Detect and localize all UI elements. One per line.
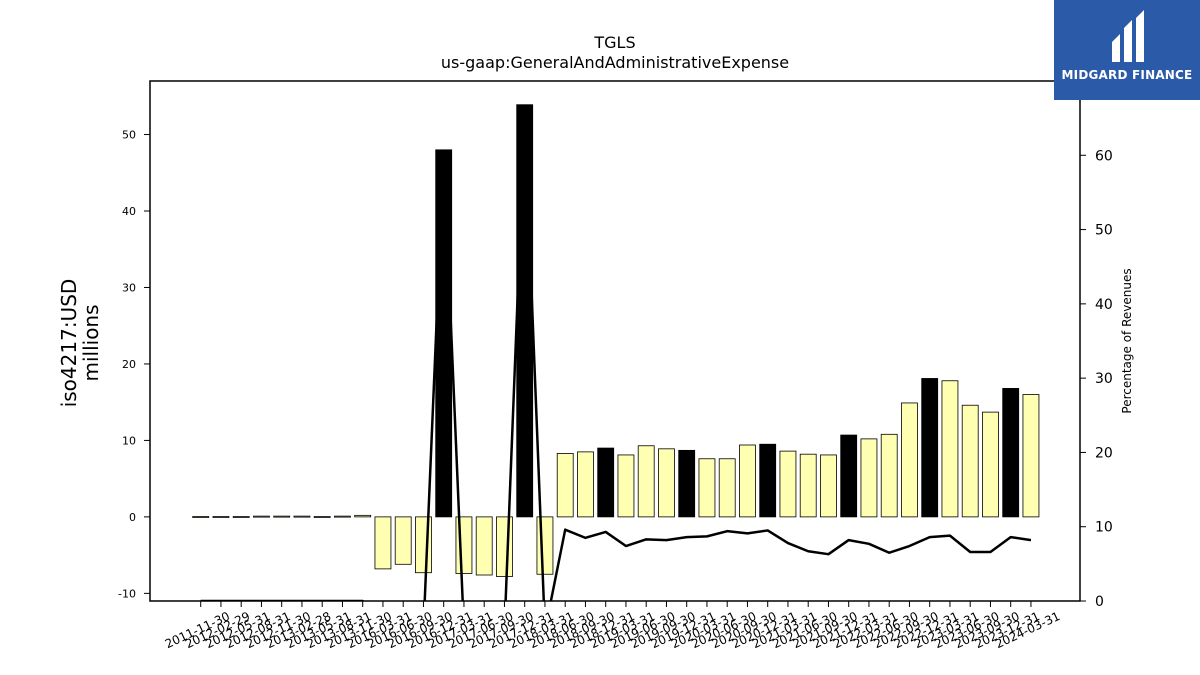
bar: [799, 453, 817, 518]
bar: [374, 516, 392, 570]
bar: [880, 433, 898, 518]
bar: [678, 449, 696, 518]
y-tick-label: 40: [122, 205, 136, 218]
bar: [556, 453, 574, 518]
bar: [941, 380, 959, 518]
bar: [1022, 394, 1040, 518]
bar: [273, 515, 291, 518]
bar: [313, 516, 331, 518]
y-axis-label-line2: millions: [79, 304, 103, 381]
bar: [212, 516, 230, 518]
bar: [658, 448, 675, 518]
logo-mark-icon: [1112, 10, 1144, 62]
bar: [232, 516, 250, 518]
bar: [779, 450, 797, 518]
y-tick-label: 50: [122, 129, 136, 142]
bar: [475, 516, 493, 576]
bar: [698, 458, 716, 518]
y2-tick-label: 50: [1095, 223, 1113, 239]
revenue-percentage-line: [200, 116, 1032, 601]
bar: [496, 516, 513, 577]
bar: [597, 447, 615, 518]
y2-tick-label: 40: [1095, 297, 1113, 313]
bar: [536, 516, 554, 575]
bar: [354, 514, 372, 518]
y2-tick-label: 60: [1095, 148, 1113, 164]
y-tick-label: 10: [122, 434, 136, 447]
y2-tick-label: 20: [1095, 445, 1113, 461]
y-tick-label: -10: [118, 587, 136, 600]
bar: [982, 411, 999, 518]
y-tick-label: 20: [122, 358, 136, 371]
bar: [961, 404, 979, 518]
y2-axis-label: Percentage of Revenues: [1120, 268, 1134, 413]
bar: [840, 434, 858, 518]
line-path: [200, 116, 1032, 601]
y-tick-label: 30: [122, 281, 136, 294]
bar-series: [192, 104, 1040, 577]
y-axis-label-line1: iso4217:USD: [57, 279, 81, 408]
bar: [192, 516, 210, 518]
bar: [516, 104, 534, 518]
logo-text: MIDGARD FINANCE: [1061, 68, 1193, 82]
bar: [617, 454, 635, 518]
y-axis-right: 0 10 20 30 40 50 60: [1080, 148, 1113, 610]
midgard-finance-logo: MIDGARD FINANCE: [1054, 0, 1200, 100]
bar: [759, 443, 777, 518]
bar: [334, 515, 351, 518]
bar: [293, 515, 311, 518]
bar: [1002, 388, 1020, 518]
bar: [718, 458, 736, 518]
bar: [820, 454, 837, 518]
bar: [637, 445, 655, 518]
bar: [435, 149, 453, 518]
bar: [901, 402, 918, 518]
plot-frame: [149, 80, 1081, 602]
x-axis: 2011-11-302012-02-292012-05-312012-08-31…: [163, 601, 1062, 651]
bar: [394, 516, 412, 565]
bar: [921, 378, 939, 518]
y-axis-left: -10 0 10 20 30 40 50: [118, 129, 150, 600]
bar: [577, 451, 594, 518]
bar: [860, 438, 878, 518]
y-tick-label: 0: [129, 511, 136, 524]
bar: [253, 515, 270, 518]
chart-title: TGLS: [593, 33, 635, 52]
y2-tick-label: 30: [1095, 371, 1113, 387]
bar: [739, 444, 756, 518]
y2-tick-label: 0: [1095, 594, 1104, 610]
y2-tick-label: 10: [1095, 520, 1113, 536]
chart-subtitle: us-gaap:GeneralAndAdministrativeExpense: [441, 53, 789, 72]
